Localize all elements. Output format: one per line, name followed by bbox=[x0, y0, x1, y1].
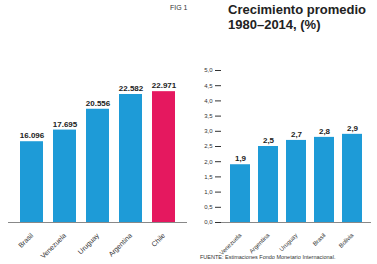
svg-text:Brasil: Brasil bbox=[312, 232, 327, 247]
svg-text:4,0: 4,0 bbox=[204, 98, 213, 104]
svg-text:Chile: Chile bbox=[150, 232, 166, 248]
svg-text:Uruguay: Uruguay bbox=[77, 231, 102, 256]
svg-text:0,5: 0,5 bbox=[204, 204, 213, 210]
svg-text:5,0: 5,0 bbox=[204, 67, 213, 73]
svg-text:2,5: 2,5 bbox=[263, 136, 275, 145]
svg-text:22.582: 22.582 bbox=[119, 84, 144, 93]
svg-text:2,9: 2,9 bbox=[347, 124, 359, 133]
svg-text:Venezuela: Venezuela bbox=[39, 232, 67, 260]
svg-text:4,5: 4,5 bbox=[204, 83, 213, 89]
svg-text:2,8: 2,8 bbox=[319, 127, 331, 136]
svg-text:2,0: 2,0 bbox=[204, 159, 213, 165]
svg-text:Uruguay: Uruguay bbox=[278, 232, 298, 252]
svg-text:2,5: 2,5 bbox=[204, 143, 213, 149]
svg-text:22.971: 22.971 bbox=[152, 81, 177, 90]
svg-text:2,7: 2,7 bbox=[291, 130, 303, 139]
svg-text:Argentina: Argentina bbox=[248, 232, 271, 255]
svg-text:16.096: 16.096 bbox=[20, 131, 45, 140]
svg-text:20.556: 20.556 bbox=[86, 99, 111, 108]
svg-text:3,5: 3,5 bbox=[204, 113, 213, 119]
html-text:FIG 1: FIG 1 bbox=[170, 4, 188, 11]
svg-text:17.695: 17.695 bbox=[53, 120, 78, 129]
svg-text:Venezuela: Venezuela bbox=[219, 232, 244, 257]
svg-text:1,9: 1,9 bbox=[235, 154, 247, 163]
html-text:Crecimiento promedio 1980–2014: Crecimiento promedio 1980–2014, (%) bbox=[228, 2, 366, 32]
svg-text:Argentina: Argentina bbox=[107, 232, 134, 259]
svg-text:Brasil: Brasil bbox=[17, 231, 35, 249]
svg-text:1,5: 1,5 bbox=[204, 174, 213, 180]
svg-text:Bolivia: Bolivia bbox=[338, 232, 355, 249]
svg-text:0,0: 0,0 bbox=[204, 219, 213, 225]
html-text:FUENTE: Estimaciones Fondo Mon: FUENTE: Estimaciones Fondo Monetario Int… bbox=[200, 254, 336, 260]
svg-text:1,0: 1,0 bbox=[204, 189, 213, 195]
svg-text:3,0: 3,0 bbox=[204, 128, 213, 134]
